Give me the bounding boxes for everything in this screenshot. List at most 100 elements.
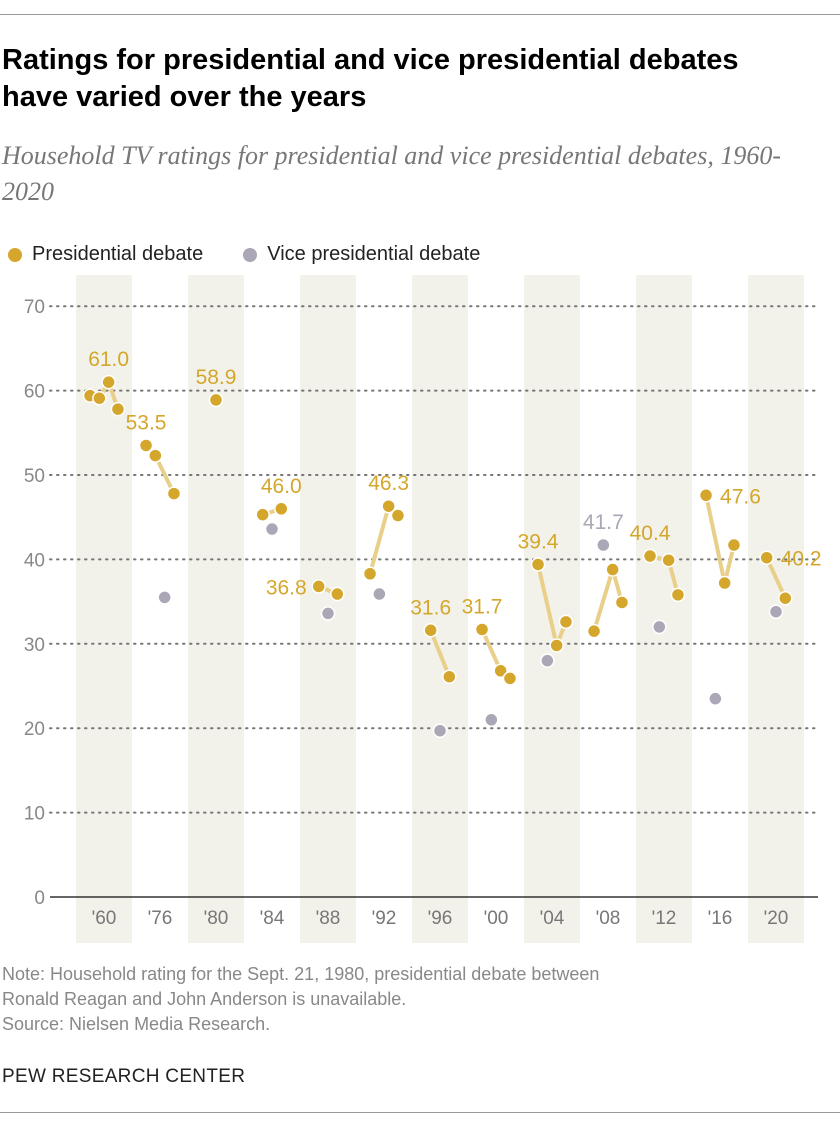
y-tick-label: 10 [24,804,45,825]
vp-point [320,606,336,621]
data-label: 36.8 [266,576,307,599]
vp-point [768,604,784,619]
data-label: 40.4 [630,522,671,545]
vp-point [708,691,723,706]
x-tick-label: '20 [764,908,789,929]
presidential-point [101,374,116,390]
presidential-point [274,501,289,517]
column-band [636,275,692,943]
legend-label: Vice presidential debate [267,243,481,265]
presidential-point [330,586,345,602]
column-band [412,275,468,943]
brand-logo: PEW RESEARCH CENTER [2,1066,246,1087]
presidential-point [661,552,676,568]
note-line: Ronald Reagan and John Anderson is unava… [2,989,407,1009]
presidential-point [362,566,378,581]
notes: Note: Household rating for the Sept. 21,… [2,962,599,1037]
column-band [524,275,580,943]
top-rule [0,14,840,15]
vp-point [484,712,499,728]
x-tick-label: '88 [316,908,341,929]
x-tick-label: '08 [596,908,621,929]
data-label: 31.6 [410,596,451,619]
data-label: 39.4 [518,530,559,553]
vp-point [432,723,448,738]
presidential-point [558,614,574,630]
vp-dot-icon [243,247,258,262]
presidential-point [255,507,270,522]
data-label: 40.2 [781,548,822,571]
note-line: Note: Household rating for the Sept. 21,… [2,964,600,984]
presidential-point [698,488,714,503]
y-tick-label: 30 [24,635,45,656]
column-band [76,275,132,943]
chart-title: Ratings for presidential and vice presid… [2,44,739,113]
legend-vice-presidential: Vice presidential debate [243,243,480,266]
vp-point [540,653,555,668]
presidential-point [474,622,490,637]
presidential-connector [536,564,559,646]
vp-point [596,537,611,553]
presidential-point [549,638,564,653]
x-tick-label: '12 [652,908,677,929]
presidential-point [208,392,224,408]
presidential-point [92,390,107,406]
data-label: 53.5 [126,411,167,434]
y-tick-label: 40 [24,550,45,571]
chart-plot: 0 10 20 30 40 50 60 70 '60 61.0 '76 53.5 '80 58.9 '84 4… [24,275,822,943]
x-tick-label: '00 [484,908,509,929]
presidential-point [442,669,457,684]
x-tick-label: '84 [260,908,285,929]
presidential-point [166,486,182,501]
legend-label: Presidential debate [32,243,204,265]
vp-point [652,619,667,635]
presidential-point [530,557,546,572]
x-tick-label: '76 [148,908,173,929]
data-label: 58.9 [196,366,237,389]
presidential-point [586,623,602,639]
data-label: 46.0 [261,475,302,498]
legend-presidential: Presidential debate [8,243,203,266]
y-tick-label: 20 [24,719,45,740]
x-tick-label: '04 [540,908,565,929]
presidential-point [110,401,126,417]
data-label: 41.7 [583,511,624,534]
source-line: Source: Nielsen Media Research. [2,1014,271,1034]
presidential-point [311,579,326,594]
vp-point [157,590,172,605]
presidential-point [726,537,742,553]
presidential-point [381,498,396,514]
data-label: 31.7 [462,595,503,618]
bottom-rule [0,1112,840,1113]
presidential-point [148,448,163,463]
presidential-point [138,438,154,453]
vp-point [372,586,387,602]
x-tick-label: '92 [372,908,397,929]
presidential-dot-icon [8,247,22,262]
presidential-point [642,548,658,564]
presidential-point [759,550,774,565]
y-tick-label: 70 [24,297,45,318]
legend: Presidential debate Vice presidential de… [8,243,480,266]
presidential-connector [368,505,391,575]
x-tick-label: '80 [204,908,229,929]
presidential-connector [592,568,615,632]
data-label: 46.3 [368,472,409,495]
presidential-point [605,562,620,577]
y-tick-label: 0 [34,888,45,909]
vp-point [264,521,280,537]
x-tick-label: '60 [92,908,117,929]
presidential-point [717,575,732,591]
y-tick-label: 60 [24,382,45,403]
presidential-point [493,663,508,679]
column-band [188,275,244,943]
presidential-point [670,587,686,603]
x-tick-label: '96 [428,908,453,929]
chart-subtitle: Household TV ratings for presidential an… [2,141,781,206]
presidential-point [390,508,406,523]
presidential-point [614,595,630,610]
presidential-connector [428,629,452,678]
data-label: 61.0 [88,348,129,371]
presidential-connector [704,494,727,584]
